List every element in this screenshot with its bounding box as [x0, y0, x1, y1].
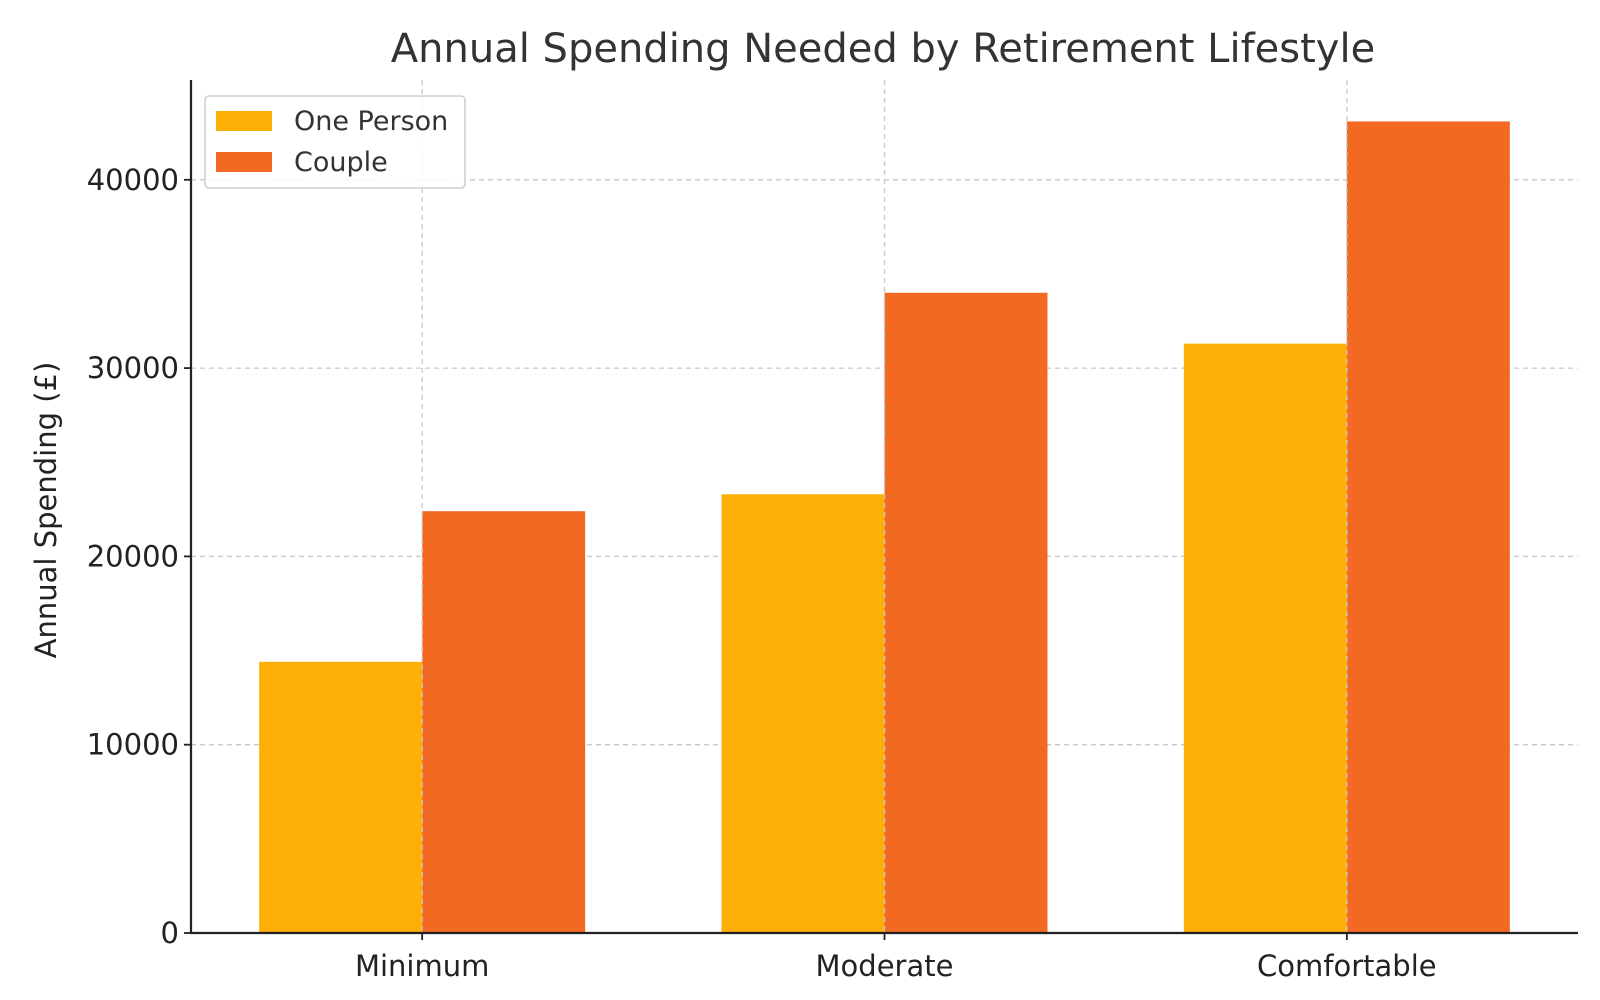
x-tick-label: Comfortable	[1257, 949, 1437, 983]
bar-one-person-minimum[interactable]	[259, 661, 423, 933]
y-tick-label: 10000	[87, 728, 179, 762]
legend-swatch-one-person[interactable]	[216, 111, 272, 131]
bar-couple-comfortable[interactable]	[1346, 121, 1510, 934]
chart-title: Annual Spending Needed by Retirement Lif…	[391, 26, 1375, 72]
y-tick-label: 0	[161, 916, 179, 950]
y-tick-label: 40000	[87, 163, 179, 197]
y-axis-label: Annual Spending (£)	[29, 362, 63, 659]
y-tick-label: 20000	[87, 539, 179, 573]
legend-swatch-couple[interactable]	[216, 152, 272, 172]
x-tick-label: Moderate	[816, 949, 954, 983]
y-ticks: 0 10000 20000 30000 40000	[87, 163, 191, 950]
vertical-grid-lines	[421, 80, 1348, 933]
y-tick-label: 30000	[87, 351, 179, 385]
legend-label-one-person[interactable]: One Person	[294, 106, 448, 137]
x-ticks: Minimum Moderate Comfortable	[355, 933, 1437, 983]
legend-label-couple[interactable]: Couple	[294, 147, 388, 178]
bar-one-person-comfortable[interactable]	[1183, 343, 1347, 933]
bars	[259, 121, 1510, 934]
bar-couple-minimum[interactable]	[422, 511, 586, 933]
x-tick-label: Minimum	[355, 949, 489, 983]
legend[interactable]: One Person Couple	[204, 95, 466, 189]
bar-couple-moderate[interactable]	[884, 292, 1048, 933]
bar-one-person-moderate[interactable]	[721, 494, 885, 933]
